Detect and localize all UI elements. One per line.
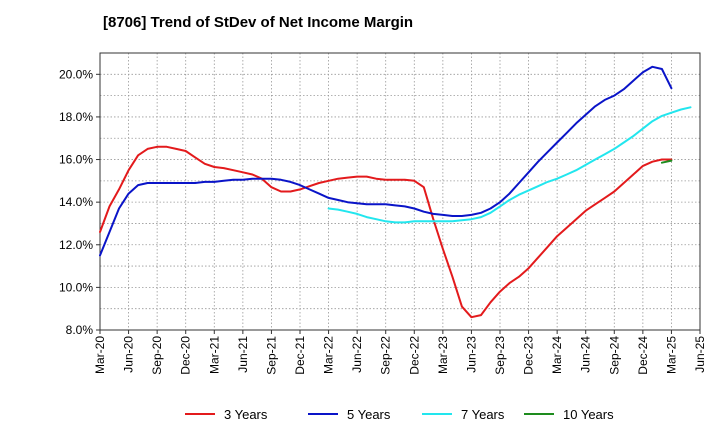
legend: 3 Years 5 Years 7 Years 10 Years bbox=[185, 407, 614, 422]
x-tick-label: Sep-22 bbox=[379, 336, 393, 375]
x-tick-label: Jun-20 bbox=[122, 336, 136, 373]
series-line-7-years bbox=[327, 106, 692, 224]
y-tick-label: 18.0% bbox=[59, 110, 93, 124]
chart-title: [8706] Trend of StDev of Net Income Marg… bbox=[103, 14, 414, 31]
x-tick-label: Mar-23 bbox=[436, 336, 450, 374]
x-tick-label: Mar-22 bbox=[322, 336, 336, 374]
x-tick-label: Dec-24 bbox=[636, 336, 650, 375]
x-tick-label: Dec-23 bbox=[522, 336, 536, 375]
y-tick-label: 8.0% bbox=[66, 323, 94, 337]
legend-label-3-years: 3 Years bbox=[224, 407, 268, 422]
x-tick-label: Sep-23 bbox=[493, 336, 507, 375]
x-tick-label: Jun-24 bbox=[579, 336, 593, 373]
series-line-5-years bbox=[99, 65, 673, 257]
x-tick-label: Dec-22 bbox=[407, 336, 421, 375]
x-tick-label: Mar-25 bbox=[664, 336, 678, 374]
x-tick-label: Sep-21 bbox=[264, 336, 278, 375]
grid-lines bbox=[99, 52, 701, 331]
legend-label-5-years: 5 Years bbox=[347, 407, 391, 422]
x-tick-label: Jun-21 bbox=[236, 336, 250, 373]
x-tick-label: Sep-20 bbox=[150, 336, 164, 375]
x-tick-label: Jun-23 bbox=[464, 336, 478, 373]
x-tick-label: Sep-24 bbox=[607, 336, 621, 375]
plot-area-frame bbox=[99, 52, 701, 331]
y-axis-ticks: 8.0% 10.0% 12.0% 14.0% 16.0% 18.0% 20.0% bbox=[59, 67, 100, 337]
series-line-10-years bbox=[660, 159, 673, 164]
series-line-3-years bbox=[99, 145, 673, 319]
y-tick-label: 20.0% bbox=[59, 67, 93, 81]
x-tick-label: Jun-22 bbox=[350, 336, 364, 373]
x-tick-label: Mar-21 bbox=[207, 336, 221, 374]
x-axis-ticks: Mar-20 Jun-20 Sep-20 Dec-20 Mar-21 Jun-21 Sep-… bbox=[93, 330, 707, 375]
x-tick-label: Jun-25 bbox=[693, 336, 707, 373]
y-tick-label: 12.0% bbox=[59, 238, 93, 252]
legend-label-10-years: 10 Years bbox=[563, 407, 614, 422]
legend-label-7-years: 7 Years bbox=[461, 407, 505, 422]
x-tick-label: Mar-24 bbox=[550, 336, 564, 374]
y-tick-label: 10.0% bbox=[59, 280, 93, 294]
series-lines bbox=[99, 65, 692, 319]
x-tick-label: Dec-20 bbox=[179, 336, 193, 375]
y-tick-label: 14.0% bbox=[59, 195, 93, 209]
y-tick-label: 16.0% bbox=[59, 153, 93, 167]
x-tick-label: Dec-21 bbox=[293, 336, 307, 375]
x-tick-label: Mar-20 bbox=[93, 336, 107, 374]
